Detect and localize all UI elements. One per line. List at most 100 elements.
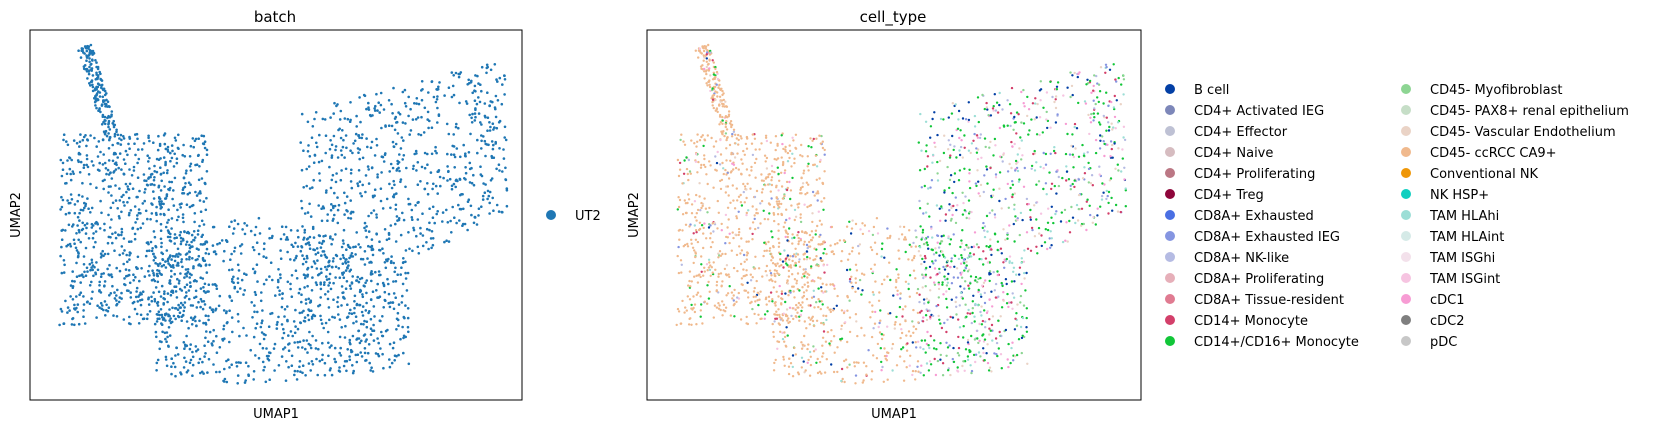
scatter-point <box>693 249 696 252</box>
scatter-point <box>693 224 696 227</box>
scatter-point <box>362 334 366 337</box>
scatter-point <box>790 314 793 318</box>
scatter-point <box>902 225 906 229</box>
scatter-point <box>977 120 980 124</box>
scatter-point <box>785 218 788 222</box>
scatter-point <box>338 118 342 121</box>
scatter-point <box>777 322 780 325</box>
scatter-point <box>747 296 750 299</box>
scatter-point <box>381 315 384 318</box>
scatter-point <box>420 89 423 92</box>
scatter-point <box>980 314 983 317</box>
scatter-point <box>340 285 344 288</box>
scatter-point <box>817 298 820 301</box>
scatter-point <box>393 270 397 274</box>
scatter-point <box>137 157 141 161</box>
scatter-point <box>290 274 294 277</box>
scatter-point <box>78 211 81 215</box>
scatter-point <box>1042 151 1045 155</box>
scatter-point <box>765 264 769 268</box>
scatter-point <box>717 307 721 310</box>
scatter-point <box>787 365 791 368</box>
scatter-point <box>948 156 952 159</box>
scatter-point <box>85 163 88 167</box>
scatter-point <box>277 268 280 271</box>
scatter-point <box>729 159 732 162</box>
scatter-point <box>929 317 932 320</box>
scatter-point <box>166 221 169 224</box>
scatter-point <box>170 180 174 184</box>
scatter-point <box>689 285 692 288</box>
scatter-point <box>829 283 832 286</box>
scatter-point <box>770 230 773 233</box>
scatter-point <box>167 262 170 265</box>
scatter-point <box>973 125 977 128</box>
scatter-point <box>990 290 993 293</box>
scatter-point <box>1012 266 1016 269</box>
scatter-point <box>840 324 843 327</box>
scatter-point <box>88 65 91 69</box>
scatter-point <box>969 151 972 155</box>
scatter-point <box>928 265 932 269</box>
scatter-point <box>771 298 774 301</box>
scatter-point <box>345 369 348 373</box>
scatter-point <box>807 358 810 362</box>
scatter-point <box>165 364 169 368</box>
scatter-point <box>1042 106 1045 110</box>
scatter-point <box>895 268 898 271</box>
scatter-point <box>1057 175 1061 179</box>
scatter-point <box>203 140 207 143</box>
scatter-point <box>401 158 405 161</box>
scatter-point <box>357 329 361 333</box>
scatter-point <box>164 162 167 166</box>
scatter-point <box>122 318 126 321</box>
scatter-point <box>896 289 899 292</box>
scatter-point <box>77 322 81 326</box>
scatter-point <box>1119 210 1123 214</box>
scatter-point <box>1113 142 1116 145</box>
scatter-point <box>806 165 809 168</box>
scatter-point <box>400 301 404 304</box>
scatter-point <box>436 106 439 110</box>
scatter-point <box>700 303 703 306</box>
scatter-point <box>747 240 750 243</box>
scatter-point <box>1102 140 1105 143</box>
scatter-point <box>363 347 367 350</box>
scatter-point <box>417 252 421 255</box>
scatter-point <box>753 286 756 290</box>
scatter-point <box>132 279 135 282</box>
scatter-point <box>718 95 722 99</box>
scatter-point <box>964 303 967 306</box>
scatter-point <box>967 254 971 257</box>
scatter-point <box>1037 226 1041 230</box>
scatter-point <box>751 205 754 208</box>
scatter-point <box>699 295 702 298</box>
scatter-point <box>785 326 788 329</box>
scatter-point <box>243 289 246 292</box>
scatter-point <box>944 278 947 281</box>
scatter-point <box>719 187 723 191</box>
scatter-point <box>709 232 712 235</box>
scatter-point <box>163 331 167 335</box>
scatter-point <box>1006 182 1009 186</box>
scatter-point <box>712 71 715 75</box>
scatter-point <box>954 196 957 199</box>
scatter-point <box>936 133 939 137</box>
scatter-point <box>726 292 730 295</box>
scatter-point <box>231 277 234 281</box>
scatter-point <box>252 370 256 373</box>
scatter-point <box>755 189 759 193</box>
scatter-point <box>174 285 178 289</box>
scatter-point <box>1041 131 1045 134</box>
scatter-point <box>105 102 108 106</box>
scatter-point <box>800 347 804 350</box>
scatter-point <box>194 137 198 141</box>
scatter-point <box>104 129 108 133</box>
scatter-point <box>848 299 851 302</box>
scatter-point <box>222 309 226 312</box>
scatter-point <box>912 256 916 260</box>
scatter-point <box>924 351 927 354</box>
scatter-point <box>414 149 418 153</box>
scatter-point <box>708 83 711 87</box>
scatter-point <box>1025 231 1029 234</box>
